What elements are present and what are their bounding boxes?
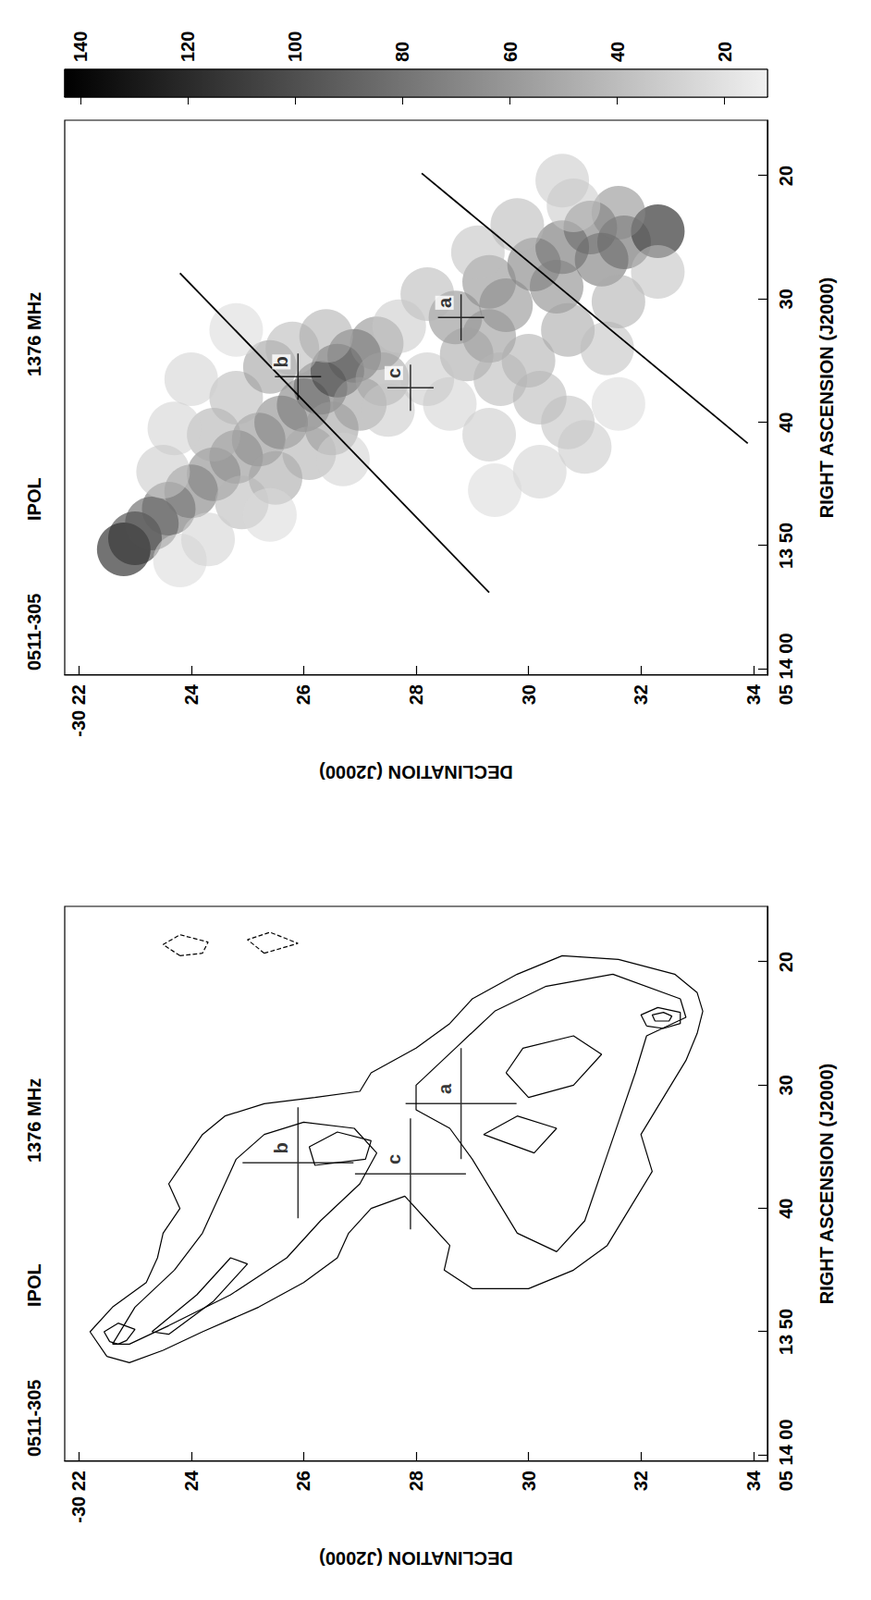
- svg-text:13 50: 13 50: [775, 522, 797, 569]
- svg-text:28: 28: [405, 1470, 427, 1491]
- svg-text:b: b: [270, 1141, 292, 1154]
- svg-text:20: 20: [775, 165, 797, 186]
- svg-text:30: 30: [775, 288, 797, 309]
- svg-text:40: 40: [775, 412, 797, 433]
- svg-text:05 14 00: 05 14 00: [775, 1418, 797, 1491]
- svg-text:60: 60: [500, 41, 521, 62]
- svg-text:20: 20: [775, 951, 797, 972]
- svg-text:13 50: 13 50: [775, 1308, 797, 1355]
- svg-text:40: 40: [775, 1198, 797, 1219]
- svg-text:30: 30: [518, 684, 540, 705]
- svg-text:24: 24: [181, 1469, 202, 1491]
- svg-text:DECLINATION (J2000): DECLINATION (J2000): [318, 1547, 514, 1569]
- svg-text:0511-305: 0511-305: [24, 1379, 45, 1457]
- svg-text:0511-305: 0511-305: [24, 593, 45, 671]
- svg-text:20: 20: [714, 41, 736, 62]
- svg-text:a: a: [434, 296, 455, 308]
- svg-text:IPOL: IPOL: [24, 477, 45, 521]
- svg-text:-30 22: -30 22: [68, 1470, 89, 1523]
- svg-text:c: c: [383, 1153, 405, 1165]
- svg-text:26: 26: [293, 684, 314, 705]
- svg-text:RIGHT ASCENSION (J2000): RIGHT ASCENSION (J2000): [816, 1063, 837, 1304]
- svg-text:100: 100: [284, 31, 306, 62]
- svg-text:RIGHT ASCENSION (J2000): RIGHT ASCENSION (J2000): [816, 277, 837, 518]
- svg-text:30: 30: [775, 1074, 797, 1095]
- svg-text:1376 MHz: 1376 MHz: [24, 292, 45, 377]
- svg-text:DECLINATION (J2000): DECLINATION (J2000): [318, 761, 514, 783]
- svg-text:b: b: [270, 355, 292, 368]
- svg-text:24: 24: [181, 683, 202, 705]
- svg-text:c: c: [383, 368, 405, 379]
- svg-text:a: a: [434, 1082, 455, 1094]
- svg-text:28: 28: [405, 684, 427, 705]
- svg-text:34: 34: [743, 1469, 764, 1491]
- svg-text:40: 40: [607, 41, 628, 62]
- svg-text:IPOL: IPOL: [24, 1263, 45, 1307]
- svg-text:80: 80: [392, 41, 413, 62]
- svg-text:-30 22: -30 22: [68, 684, 89, 737]
- svg-text:32: 32: [630, 1470, 651, 1491]
- svg-text:30: 30: [518, 1470, 540, 1491]
- svg-text:140: 140: [70, 31, 91, 62]
- svg-text:34: 34: [743, 683, 764, 705]
- svg-text:120: 120: [177, 31, 198, 62]
- svg-text:1376 MHz: 1376 MHz: [24, 1078, 45, 1163]
- svg-text:26: 26: [293, 1470, 314, 1491]
- svg-text:05 14 00: 05 14 00: [775, 632, 797, 705]
- svg-text:32: 32: [630, 684, 651, 705]
